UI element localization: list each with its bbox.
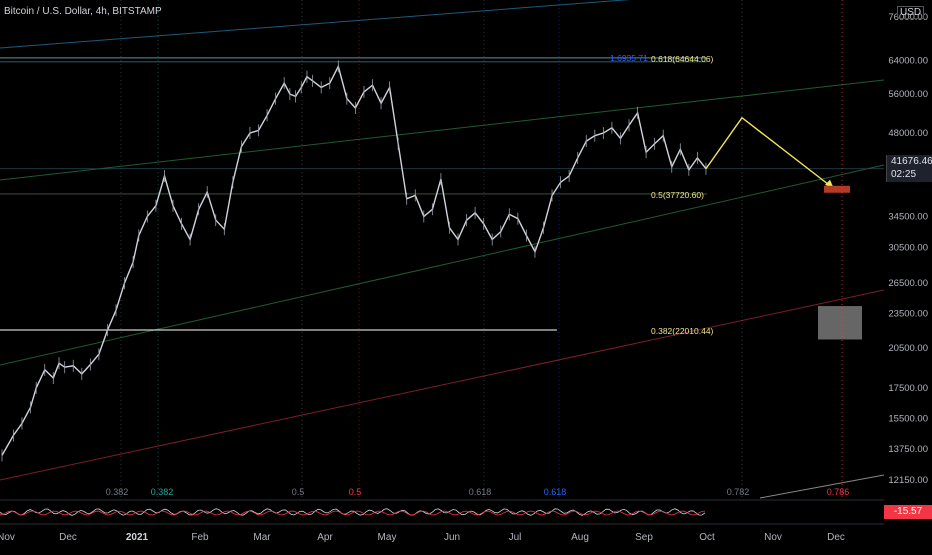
y-tick-label: 56000.00 bbox=[888, 89, 928, 100]
channel-line-mid bbox=[0, 164, 885, 366]
x-tick-label: Dec bbox=[827, 532, 845, 543]
projection-arrow bbox=[705, 116, 835, 190]
y-tick-label: 48000.00 bbox=[888, 128, 928, 139]
oscillator-line-red bbox=[0, 510, 706, 516]
bar-countdown: 02:25 bbox=[891, 169, 917, 180]
x-tick-label: May bbox=[378, 532, 397, 543]
x-tick-label: Nov bbox=[0, 532, 15, 543]
x-tick-label: Aug bbox=[571, 532, 589, 543]
y-tick-label: 15500.00 bbox=[888, 414, 928, 425]
time-fib-label: 0.5 bbox=[349, 487, 362, 497]
x-tick-label: Nov bbox=[764, 532, 782, 543]
time-fib-label: 0.5 bbox=[292, 487, 305, 497]
y-tick-label: 20500.00 bbox=[888, 343, 928, 354]
target-zone-box bbox=[824, 185, 850, 193]
y-tick-label: 23500.00 bbox=[888, 308, 928, 319]
y-tick-label: 34500.00 bbox=[888, 211, 928, 222]
time-fib-label: 0.382 bbox=[106, 487, 129, 497]
y-tick-label: 64000.00 bbox=[888, 55, 928, 66]
channel-line-top bbox=[0, 0, 631, 49]
fib-label: 0.618(64644.06) bbox=[651, 54, 714, 64]
x-tick-label: Sep bbox=[635, 532, 653, 543]
y-tick-label: 30500.00 bbox=[888, 243, 928, 254]
last-price-tag: 41676.46 02:25 bbox=[886, 155, 932, 182]
symbol-title: Bitcoin / U.S. Dollar, 4h, BITSTAMP bbox=[4, 6, 162, 17]
time-fib-label: 0.618 bbox=[469, 487, 492, 497]
y-tick-label: 26500.00 bbox=[888, 278, 928, 289]
currency-badge[interactable]: USD bbox=[897, 6, 925, 19]
y-tick-label: 76000.00 bbox=[888, 12, 928, 23]
x-tick-label: Jul bbox=[509, 532, 522, 543]
channel-line-bottom bbox=[759, 474, 885, 499]
channel-line-upper bbox=[0, 79, 885, 181]
time-fib-label: 0.618 bbox=[544, 487, 567, 497]
oscillator-value: -15.57 bbox=[884, 505, 932, 519]
last-price-value: 41676.46 bbox=[891, 156, 932, 167]
x-tick-label: Dec bbox=[59, 532, 77, 543]
x-tick-label: Oct bbox=[699, 532, 715, 543]
time-fib-label: 0.382 bbox=[151, 487, 174, 497]
price-series-line bbox=[1, 64, 707, 456]
y-tick-label: 17500.00 bbox=[888, 383, 928, 394]
time-fib-label: 0.782 bbox=[727, 487, 750, 497]
fib-extra-label: 1.6935 71 bbox=[610, 53, 648, 63]
channel-line-lower bbox=[0, 289, 885, 481]
fib-label: 0.382(22010.44) bbox=[651, 326, 714, 336]
price-axis-panel bbox=[884, 0, 932, 550]
fib-label: 0.5(37720.60) bbox=[651, 190, 704, 200]
x-tick-label: Mar bbox=[253, 532, 271, 543]
x-tick-label: 2021 bbox=[126, 532, 149, 543]
time-fib-label: 0.786 bbox=[827, 487, 850, 497]
x-tick-label: Apr bbox=[317, 532, 333, 543]
x-tick-label: Feb bbox=[191, 532, 209, 543]
y-tick-label: 13750.00 bbox=[888, 444, 928, 455]
grey-zone-box bbox=[818, 306, 862, 340]
x-tick-label: Jun bbox=[444, 532, 460, 543]
y-tick-label: 12150.00 bbox=[888, 475, 928, 486]
